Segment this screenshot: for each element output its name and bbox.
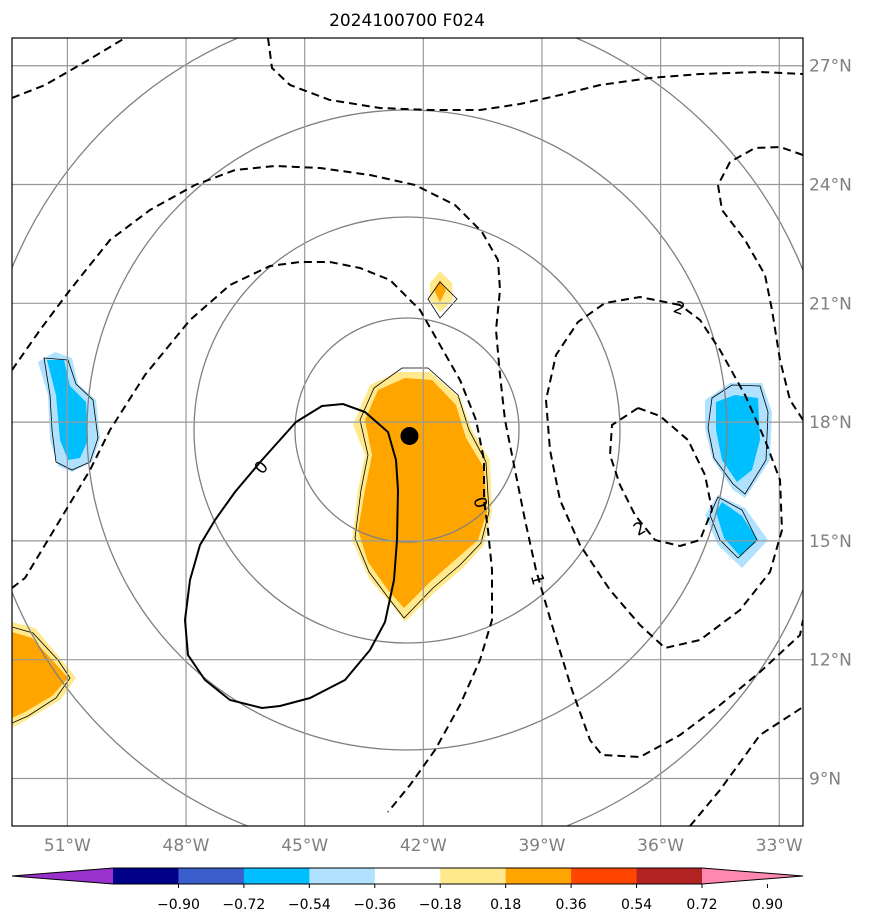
contour-zero-dashed bbox=[12, 261, 493, 813]
small-positive-outline bbox=[427, 281, 458, 319]
colorbar-segment bbox=[178, 868, 245, 884]
y-tick-label: 9°N bbox=[809, 769, 841, 789]
range-ring-1 bbox=[294, 317, 520, 543]
contour-bottom-right bbox=[689, 706, 803, 826]
contour-top-dashed bbox=[267, 38, 803, 111]
x-tick-label: 45°W bbox=[281, 836, 328, 856]
contour-label-2-north: 2 bbox=[671, 297, 688, 319]
contour-two-inner bbox=[608, 407, 714, 548]
colorbar-segment bbox=[309, 868, 376, 884]
colorbar-segment bbox=[440, 868, 507, 884]
colorbar-tick-label: 0.54 bbox=[621, 897, 652, 913]
y-axis-ticks: 27°N 24°N 21°N 18°N 15°N 12°N 9°N bbox=[809, 57, 852, 790]
x-tick-label: 48°W bbox=[163, 836, 210, 856]
colorbar-tick-label: −0.72 bbox=[222, 897, 265, 913]
storm-center-marker bbox=[400, 426, 419, 445]
contour-label-0-east: 0 bbox=[469, 495, 491, 511]
x-tick-label: 42°W bbox=[400, 836, 447, 856]
colorbar-segment bbox=[636, 868, 703, 884]
contours bbox=[12, 38, 803, 826]
left-positive-core bbox=[12, 632, 68, 718]
colorbar-outline bbox=[11, 867, 804, 885]
contour-two-east bbox=[544, 295, 784, 650]
right-negative-outline bbox=[707, 384, 769, 495]
x-tick-label: 36°W bbox=[637, 836, 684, 856]
colorbar-extend-max bbox=[702, 868, 803, 884]
contour-minus-one-dashed bbox=[12, 164, 803, 759]
colorbar-segment bbox=[243, 868, 310, 884]
y-tick-label: 12°N bbox=[809, 651, 852, 671]
colorbar: −0.90 −0.72 −0.54 −0.36 −0.18 0.18 0.36 0.54 0.7… bbox=[11, 867, 804, 913]
x-tick-label: 33°W bbox=[756, 836, 803, 856]
map-frame bbox=[11, 37, 804, 827]
colorbar-extend-min bbox=[12, 868, 113, 884]
range-ring-2 bbox=[193, 216, 621, 644]
colorbar-tick-label: 0.72 bbox=[686, 897, 717, 913]
left-negative-outline bbox=[43, 357, 99, 471]
contour-minus-two-dashed bbox=[12, 38, 126, 99]
y-tick-label: 18°N bbox=[809, 413, 852, 433]
map-area: 0 0 1 2 2 bbox=[12, 38, 803, 826]
colorbar-tick-label: 0.90 bbox=[752, 897, 783, 913]
x-tick-label: 51°W bbox=[44, 836, 91, 856]
chart-title: 2024100700 F024 bbox=[329, 11, 485, 31]
x-axis-ticks: 51°W 48°W 45°W 42°W 39°W 36°W 33°W bbox=[44, 836, 803, 856]
contour-label-1: 1 bbox=[526, 572, 548, 588]
x-tick-label: 39°W bbox=[518, 836, 565, 856]
colorbar-tick-label: −0.54 bbox=[288, 897, 331, 913]
left-positive-outline bbox=[12, 626, 71, 724]
positive-anomaly-core bbox=[358, 378, 487, 608]
right-negative-lower-outline bbox=[709, 496, 758, 559]
colorbar-tick-label: −0.36 bbox=[353, 897, 396, 913]
right-negative-lower-core bbox=[716, 502, 758, 556]
y-tick-label: 21°N bbox=[809, 294, 852, 314]
contour-zero-solid bbox=[183, 402, 400, 710]
colorbar-tick-label: −0.90 bbox=[157, 897, 200, 913]
colorbar-segment bbox=[571, 868, 638, 884]
colorbar-tick-label: 0.36 bbox=[556, 897, 587, 913]
gridlines bbox=[12, 38, 803, 826]
colorbar-tick-label: −0.18 bbox=[419, 897, 462, 913]
y-tick-label: 15°N bbox=[809, 532, 852, 552]
y-tick-label: 24°N bbox=[809, 176, 852, 196]
y-tick-label: 27°N bbox=[809, 57, 852, 77]
colorbar-segment bbox=[505, 868, 572, 884]
contour-right-dashed bbox=[716, 145, 803, 421]
colorbar-segment bbox=[113, 868, 179, 884]
colorbar-segment bbox=[374, 868, 441, 884]
colorbar-tick-label: 0.18 bbox=[490, 897, 521, 913]
